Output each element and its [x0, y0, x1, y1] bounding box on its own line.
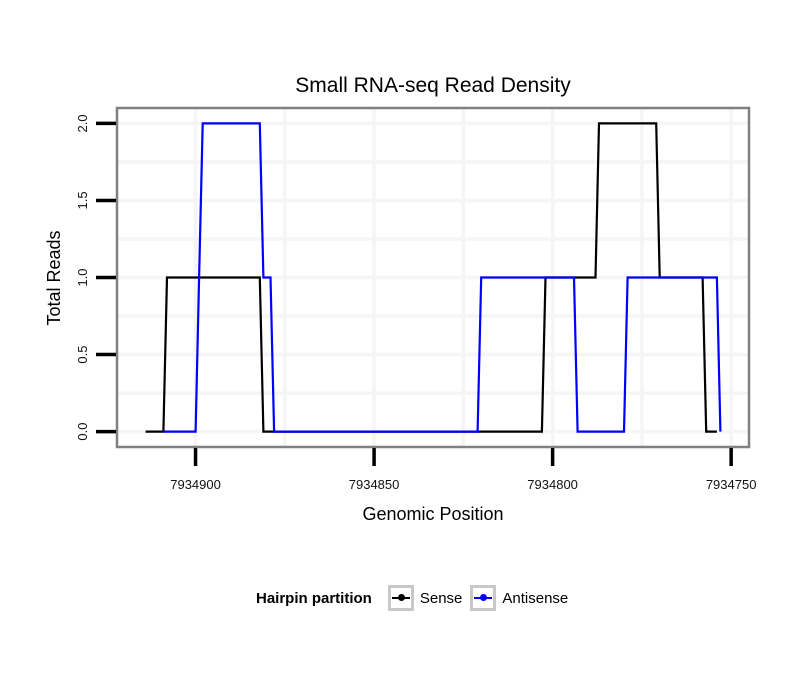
legend-label-antisense: Antisense [502, 589, 569, 607]
x-tick-label: 7934750 [706, 477, 757, 492]
chart-title: Small RNA-seq Read Density [295, 74, 571, 97]
series-line-antisense [163, 122, 722, 433]
x-axis: 7934900 7934850 7934800 7934750 [170, 448, 756, 492]
y-axis-title: Total Reads [44, 230, 64, 325]
legend-key-antisense [470, 585, 497, 611]
y-tick-label: 1.0 [75, 268, 90, 286]
y-tick-label: 0.5 [75, 346, 90, 364]
legend: Hairpin partition Sense Antisense [256, 579, 576, 617]
legend-key-sense [387, 585, 414, 611]
x-axis-title: Genomic Position [362, 504, 503, 524]
x-tick-label: 7934900 [170, 477, 221, 492]
legend-label-sense: Sense [419, 589, 463, 607]
panel-border [115, 106, 751, 449]
series-layer [145, 122, 722, 433]
x-tick-label: 7934800 [527, 477, 578, 492]
x-tick-label: 7934850 [349, 477, 400, 492]
y-tick-label: 0.0 [75, 423, 90, 441]
y-tick-label: 2.0 [75, 114, 90, 132]
y-axis: 0.0 0.5 1.0 1.5 2.0 [75, 114, 116, 441]
y-tick-label: 1.5 [75, 191, 90, 209]
legend-title: Hairpin partition [256, 589, 372, 607]
